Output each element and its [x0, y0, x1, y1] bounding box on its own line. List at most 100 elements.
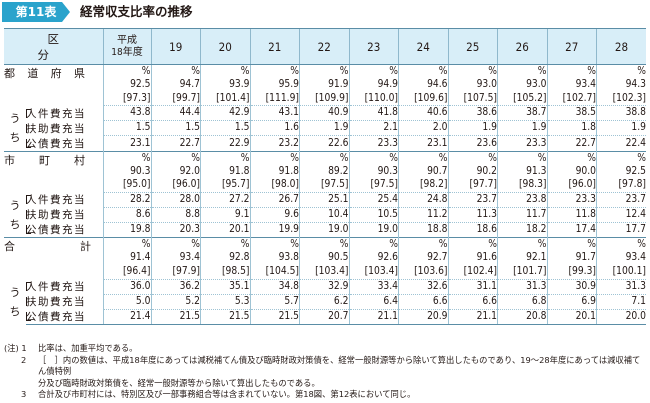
value-cell: 25.1 — [299, 191, 349, 208]
value-cell: 92.7 — [398, 251, 448, 265]
unit-cell: % — [102, 237, 151, 252]
value-cell: 90.7 — [398, 164, 448, 179]
unit-cell: % — [596, 150, 646, 165]
value-cell: 6.2 — [299, 293, 349, 310]
unit-cell: % — [546, 237, 597, 252]
value-cell: 6.8 — [497, 293, 547, 310]
note: 3 合計及び市町村には、特別区及び一部事務組合等は含まれていない。第18図、第12… — [21, 389, 416, 399]
value-cell: 10.4 — [299, 206, 349, 223]
bracket-value-cell: [100.1] — [596, 264, 646, 280]
value-cell: 36.0 — [102, 278, 151, 295]
unit-cell: % — [546, 64, 597, 78]
value-cell: 21.5 — [150, 308, 201, 326]
value-cell: 6.9 — [546, 293, 597, 310]
value-cell: 93.4 — [150, 251, 201, 265]
unit-cell: % — [299, 237, 349, 252]
value-cell: 28.2 — [102, 191, 151, 208]
bracket-value-cell: [97.5] — [299, 178, 349, 193]
table-header: 第11表 経常収支比率の推移 — [2, 2, 648, 22]
value-cell: 19.0 — [299, 221, 349, 238]
bracket-value-cell: [98.0] — [249, 178, 300, 193]
value-cell: 7.1 — [596, 293, 646, 310]
unit-cell: % — [200, 150, 250, 165]
bracket-value-cell: [102.7] — [546, 91, 597, 106]
sub-item-label: 人件費充当 — [26, 194, 86, 207]
table-notes: (注) 1 比率は、加重平均である。 2 ［ ］内の数値は、平成18年度にあっては減… — [4, 343, 646, 401]
bracket-value-cell: [96.4] — [102, 264, 151, 280]
value-cell: 92.1 — [497, 251, 547, 265]
value-cell: 92.5 — [596, 164, 646, 179]
value-cell: 1.9 — [497, 120, 547, 136]
value-cell: 19.9 — [249, 221, 300, 238]
brace-line — [26, 312, 31, 322]
value-cell: 40.6 — [398, 105, 448, 121]
brace-line — [26, 138, 31, 148]
value-cell: 32.6 — [398, 278, 448, 295]
value-cell: 22.7 — [546, 135, 597, 152]
value-cell: 1.9 — [299, 120, 349, 136]
value-cell: 89.2 — [299, 164, 349, 179]
value-cell: 2.0 — [398, 120, 448, 136]
unit-cell: % — [497, 237, 547, 252]
value-cell: 17.7 — [596, 221, 646, 238]
value-cell: 11.7 — [497, 206, 547, 223]
value-cell: 5.2 — [150, 293, 201, 310]
value-cell: 1.9 — [596, 120, 646, 136]
value-cell: 19.8 — [102, 221, 151, 238]
section-label: 都道府県 — [4, 63, 103, 106]
value-cell: 11.8 — [546, 206, 597, 223]
unit-cell: % — [447, 150, 498, 165]
value-cell: 1.9 — [447, 120, 498, 136]
table-row: [97.3] [99.7] [101.4] [111.9] [109.9] [110.0]… — [4, 91, 646, 106]
unit-cell: % — [546, 150, 597, 165]
value-cell: 33.4 — [348, 278, 399, 295]
table-row: 扶助費充当 1.5 1.5 1.5 1.6 1.9 2.1 2.0 1.9 1.9 1.8 1.9 — [4, 120, 646, 136]
bracket-value-cell: [96.0] — [150, 178, 201, 193]
bracket-value-cell: [110.0] — [348, 91, 399, 106]
value-cell: 1.8 — [546, 120, 597, 136]
bracket-value-cell: [103.4] — [348, 264, 399, 280]
value-cell: 93.4 — [596, 251, 646, 265]
value-cell: 95.9 — [249, 78, 300, 92]
bracket-value-cell: [101.7] — [497, 264, 547, 280]
column-header-year: 23 — [348, 28, 399, 65]
value-cell: 93.4 — [546, 78, 597, 92]
note: (注) 1 比率は、加重平均である。 — [4, 343, 138, 353]
value-cell: 93.8 — [249, 251, 300, 265]
table-row: [96.4] [97.9] [98.5] [104.5] [103.4] [103.4][… — [4, 264, 646, 280]
unit-cell: % — [447, 64, 498, 78]
bracket-value-cell: [104.5] — [249, 264, 300, 280]
bracket-value-cell: [97.3] — [102, 91, 151, 106]
value-cell: 1.5 — [200, 120, 250, 136]
value-cell: 5.7 — [249, 293, 300, 310]
unit-cell: % — [150, 150, 201, 165]
value-cell: 5.3 — [200, 293, 250, 310]
value-cell: 35.1 — [200, 278, 250, 295]
sub-item-label: 扶助費充当 — [26, 296, 86, 309]
value-cell: 22.6 — [299, 135, 349, 152]
value-cell: 18.6 — [447, 221, 498, 238]
table-row: 92.5 94.7 93.9 95.9 91.9 94.9 94.6 93.0 93.0 93.4… — [4, 78, 646, 92]
value-cell: 11.2 — [398, 206, 448, 223]
section-label: 市町村 — [4, 150, 103, 193]
value-cell: 12.4 — [596, 206, 646, 223]
value-cell: 19.0 — [348, 221, 399, 238]
bracket-value-cell: [109.6] — [398, 91, 448, 106]
column-header-year: 22 — [299, 28, 349, 65]
note: 2 ［ ］内の数値は、平成18年度にあっては減税補てん債及び臨時財政対策債を、経常… — [21, 354, 641, 377]
value-cell: 38.6 — [447, 105, 498, 121]
unit-cell: % — [200, 237, 250, 252]
bracket-value-cell: [103.4] — [299, 264, 349, 280]
value-cell: 23.1 — [102, 135, 151, 152]
value-cell: 21.1 — [348, 308, 399, 326]
value-cell: 44.4 — [150, 105, 201, 121]
bracket-value-cell: [101.4] — [200, 91, 250, 106]
bracket-value-cell: [98.2] — [398, 178, 448, 193]
value-cell: 23.1 — [398, 135, 448, 152]
value-cell: 91.7 — [546, 251, 597, 265]
header-row: 区 分 平成 18年度 19 20 21 22 23 24 25 26 27 28 — [4, 28, 646, 65]
bracket-value-cell: [105.2] — [497, 91, 547, 106]
value-cell: 38.5 — [546, 105, 597, 121]
brace-line — [26, 123, 31, 133]
uchi-label: うち — [9, 198, 21, 231]
